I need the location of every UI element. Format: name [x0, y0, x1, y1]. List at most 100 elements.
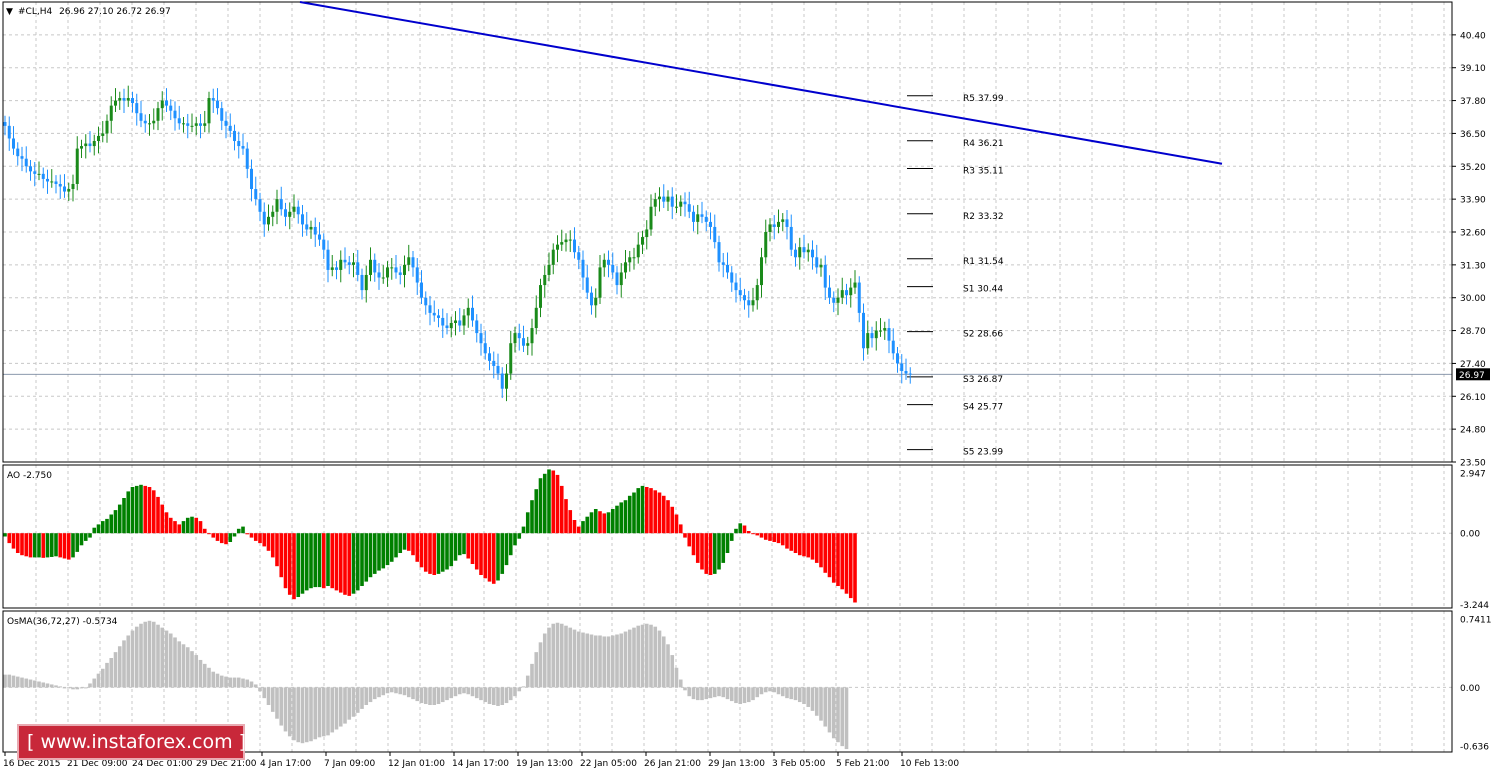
osma-bar	[109, 658, 114, 688]
candle-body	[632, 257, 636, 259]
ao-bar	[712, 533, 717, 574]
osma-bar	[785, 687, 789, 699]
ao-bar	[836, 533, 840, 586]
candle-body	[296, 206, 300, 215]
watermark-banner: [ www.instaforex.com ]	[17, 724, 246, 760]
ao-bar	[449, 533, 454, 567]
candle-body	[777, 221, 780, 227]
ao-bar	[848, 533, 853, 599]
osma-bar	[296, 687, 301, 743]
ao-bar	[670, 506, 675, 534]
ao-bar	[202, 528, 207, 534]
pivot-label: R3 35.11	[963, 167, 1004, 177]
osma-histogram	[3, 620, 849, 750]
candle-body	[411, 257, 415, 268]
osma-bar	[28, 679, 33, 688]
osma-bar	[117, 646, 122, 688]
candle-body	[109, 105, 113, 121]
ao-bar	[296, 533, 301, 597]
candle-body	[271, 211, 275, 217]
ao-bar	[58, 533, 63, 558]
ao-bar	[326, 533, 330, 586]
ao-bar	[576, 526, 581, 534]
ao-bar	[130, 487, 135, 534]
ao-bar	[708, 533, 713, 575]
axes: 40.40 39.10 37.80 36.50 35.20 33.90 32.60 31.30…	[3, 31, 1492, 769]
candle-body	[407, 257, 411, 265]
pivot-label: R2 33.32	[963, 212, 1004, 222]
ao-bar	[517, 533, 522, 539]
ao-bar	[253, 533, 258, 541]
candle-body	[496, 365, 500, 374]
ao-bar	[15, 533, 20, 553]
osma-bar	[334, 687, 339, 730]
ao-bar	[62, 533, 67, 559]
current-price-badge	[1456, 368, 1490, 381]
x-tick-label: 4 Jan 17:00	[260, 759, 312, 769]
candle-body	[309, 226, 313, 230]
ao-bar	[530, 500, 534, 534]
osma-bar	[317, 687, 322, 738]
osma-bar	[768, 687, 772, 692]
candle-body	[352, 262, 355, 265]
candle-body	[488, 353, 491, 361]
osma-bar	[534, 652, 539, 688]
candle-body	[237, 141, 241, 147]
ao-bar	[691, 533, 696, 556]
candle-body	[700, 214, 704, 217]
ao-bar	[372, 533, 377, 574]
ao-bar	[147, 487, 152, 534]
ao-bar	[780, 533, 785, 546]
osma-bar	[678, 679, 683, 688]
candle-body	[386, 267, 389, 278]
candle-body	[241, 146, 245, 149]
ao-bar	[241, 526, 245, 534]
osma-bar	[763, 687, 768, 693]
osma-bar	[279, 687, 284, 726]
ao-label: AO -2.750	[7, 471, 52, 481]
ao-bar	[445, 533, 449, 570]
osma-bar	[513, 687, 517, 697]
candle-body	[649, 206, 653, 230]
osma-bar	[49, 684, 54, 688]
osma-bar	[15, 676, 20, 688]
ao-bar	[649, 488, 653, 534]
x-tick-label: 26 Jan 21:00	[644, 759, 701, 769]
candle-body	[564, 239, 568, 243]
ao-bar	[3, 533, 7, 537]
ao-bar	[245, 533, 250, 535]
osma-bar	[496, 687, 500, 706]
trendline[interactable]	[299, 1, 1223, 165]
ao-bar	[304, 533, 309, 591]
ao-bar	[185, 517, 190, 534]
osma-bar	[287, 687, 292, 737]
osma-bar	[347, 687, 352, 720]
osma-bar	[266, 687, 271, 705]
osma-bar	[691, 687, 696, 700]
candle-body	[118, 98, 122, 101]
dropdown-arrow-icon[interactable]: ▼	[6, 7, 13, 17]
candle-body	[836, 297, 840, 303]
candle-body	[874, 330, 878, 339]
candle-body	[738, 290, 742, 296]
candle-body	[377, 272, 381, 278]
candle-body	[381, 277, 385, 279]
candle-body	[305, 224, 309, 230]
osma-bar	[598, 635, 602, 688]
candle-body	[207, 98, 211, 124]
osma-bar	[270, 687, 275, 712]
candle-body	[891, 340, 895, 354]
candle-body	[717, 242, 721, 263]
pivot-label: S3 26.87	[963, 375, 1003, 385]
osma-bar	[241, 678, 245, 688]
candle-body	[403, 264, 406, 275]
candle-body	[330, 267, 334, 270]
candle-body	[424, 297, 428, 306]
candle-body	[713, 226, 717, 243]
osma-bar	[126, 635, 131, 688]
osma-bar	[717, 687, 721, 697]
ao-bar	[483, 533, 488, 579]
osma-bar	[338, 687, 343, 727]
osma-bar	[173, 637, 177, 688]
